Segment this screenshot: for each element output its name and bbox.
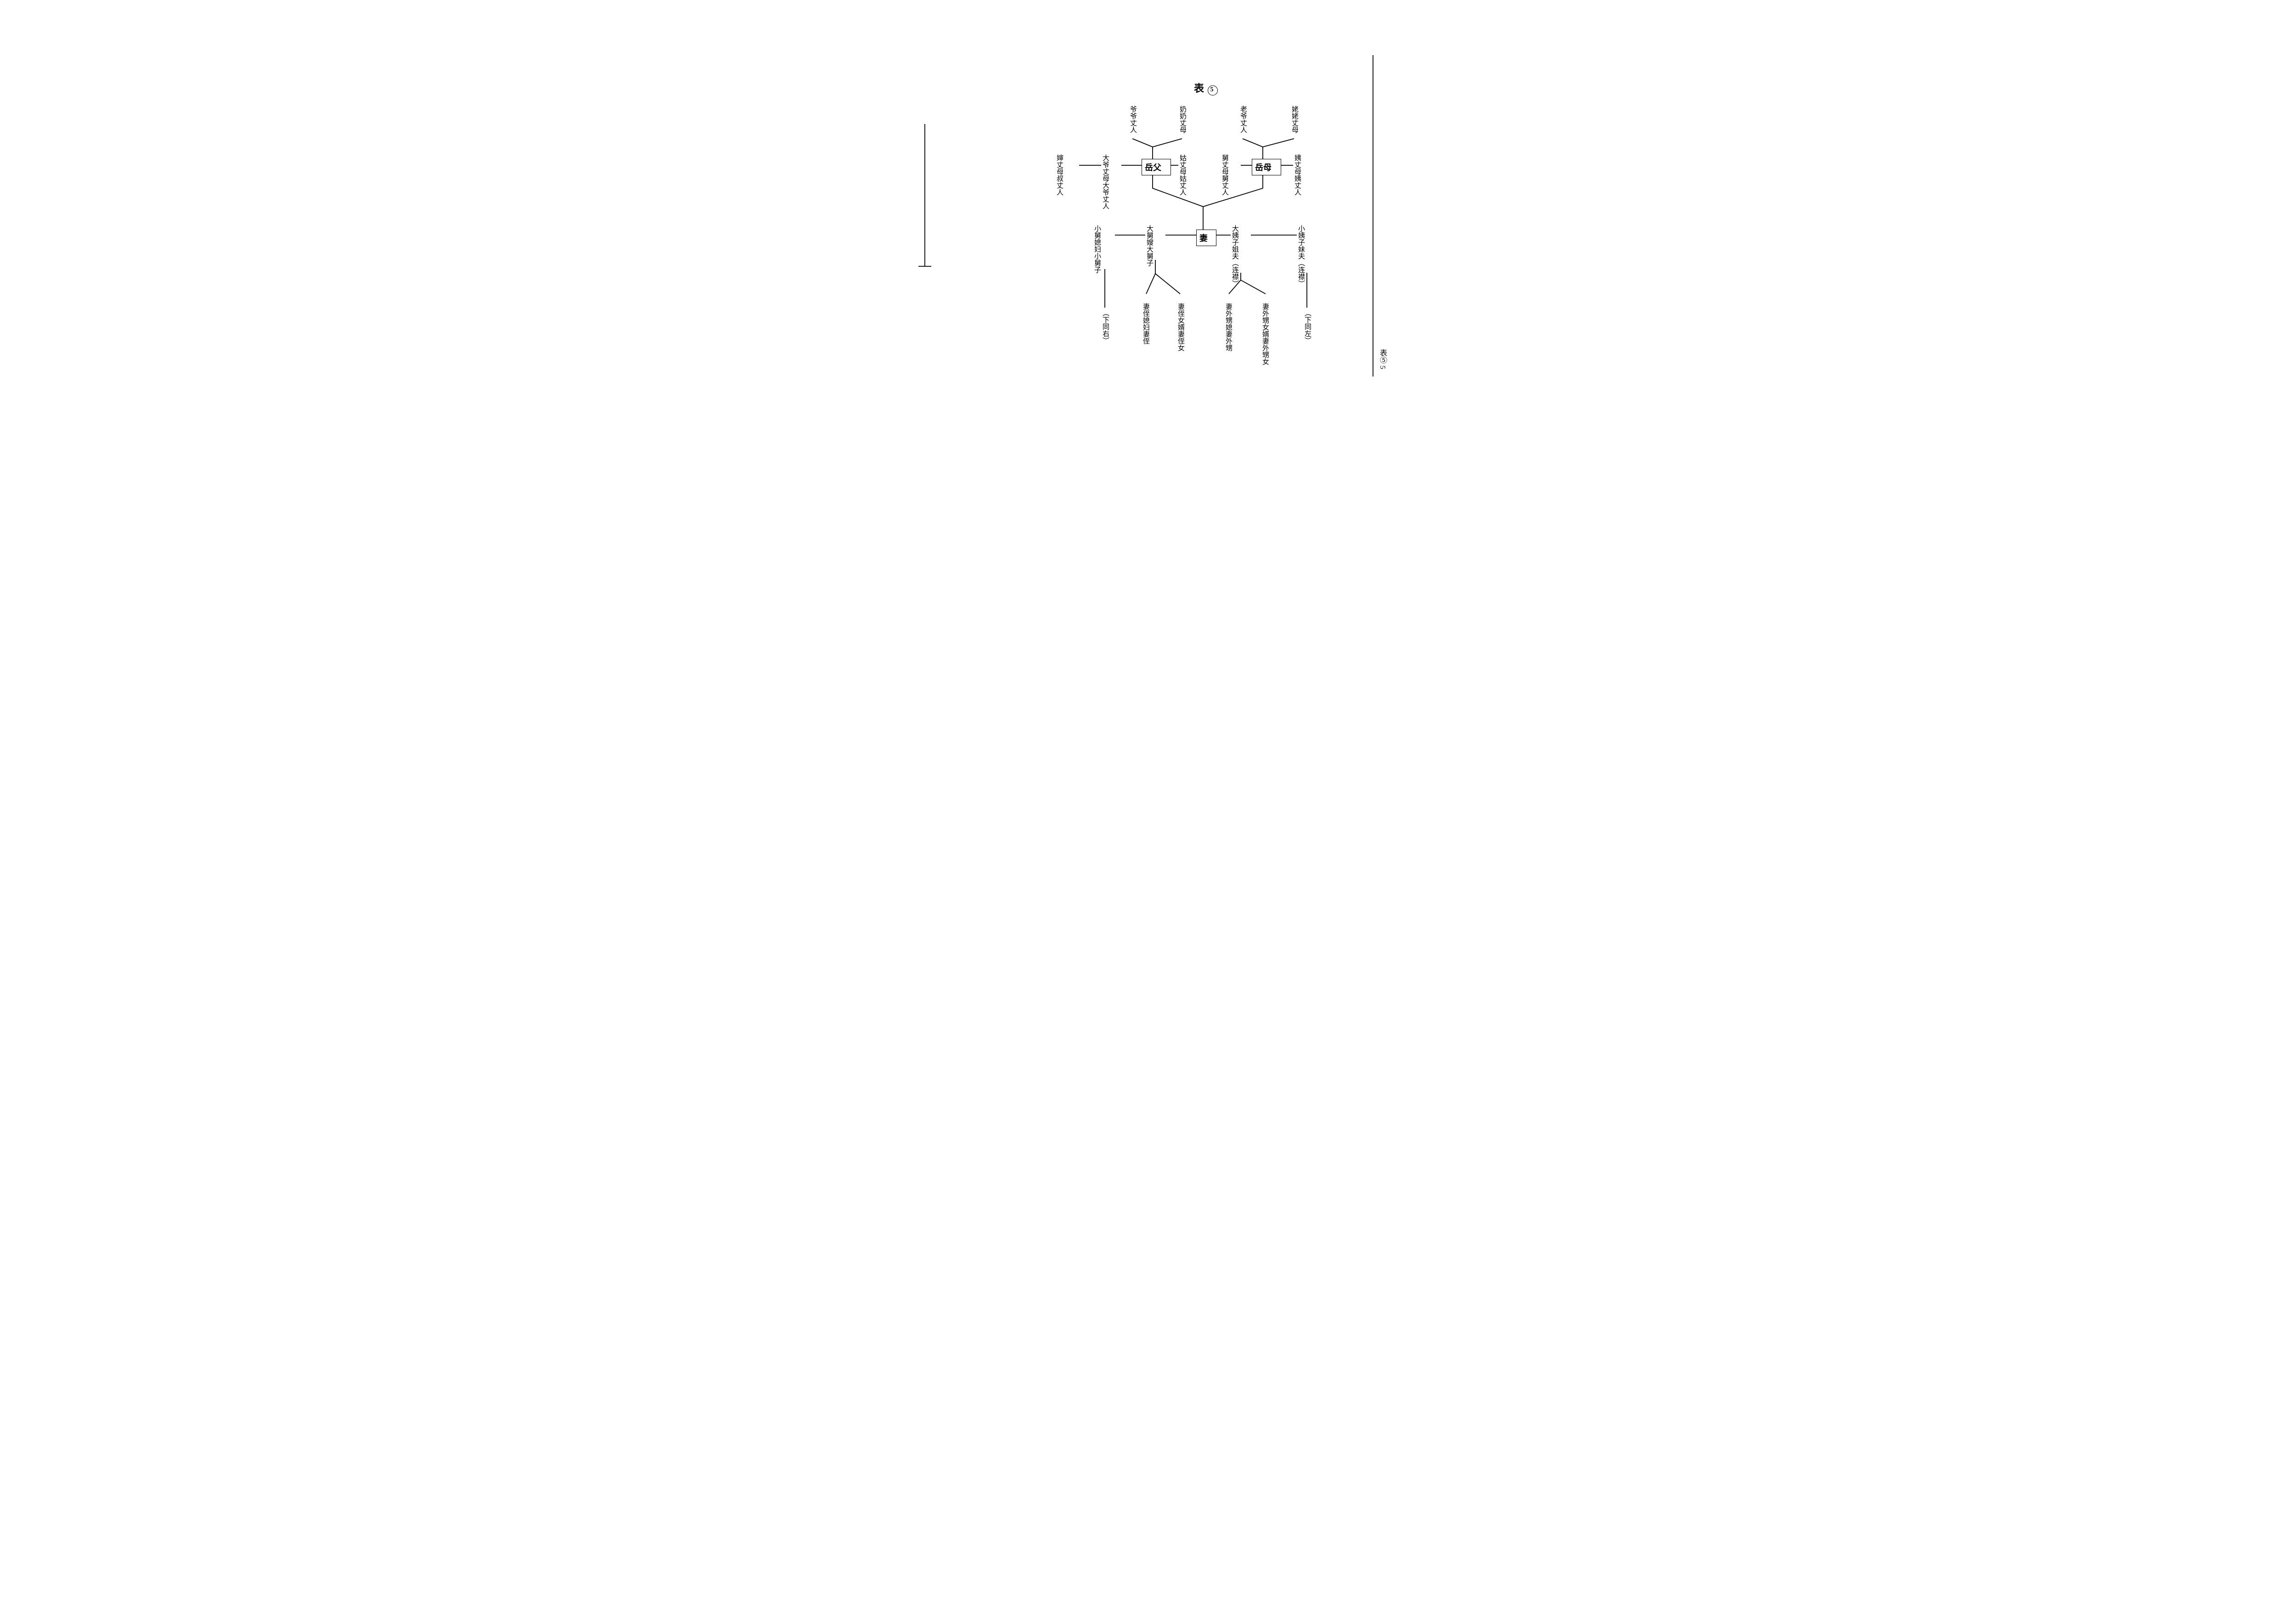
label-qizhi_left: 妻侄媳妇妻侄 <box>1142 303 1150 344</box>
label-shuzhangren: 婶丈母叔丈人 <box>1055 154 1064 196</box>
node-wife: 妻 <box>1196 230 1216 246</box>
label-xiatongleft: （下同左） <box>1303 309 1311 344</box>
diagram-title: 表5 <box>1194 80 1218 96</box>
label-qizhi_right: 妻侄女婿妻侄女 <box>1176 303 1185 351</box>
label-nainai: 奶奶丈母 <box>1178 106 1187 133</box>
label-yizhangren: 姨丈母姨丈人 <box>1293 154 1301 196</box>
label-dayezhangren: 大爷丈母大爷丈人 <box>1101 154 1109 209</box>
page-side-label: 表⑤ 5 <box>1377 349 1388 369</box>
node-mother-in-law: 岳母 <box>1252 159 1281 175</box>
label-laolao: 姥姥丈母 <box>1290 106 1299 133</box>
label-xiaojiuzi: 小舅媳妇小舅子 <box>1093 225 1101 273</box>
title-circled-number: 5 <box>1208 85 1218 96</box>
label-meifu: 小姨子妹夫（连襟） <box>1297 225 1305 287</box>
label-jiefu: 大姨子姐夫（连襟） <box>1231 225 1239 287</box>
title-text: 表 <box>1194 83 1206 94</box>
label-waisheng_right: 妻外甥女婿妻外甥女 <box>1261 303 1269 365</box>
label-waisheng_left: 妻外甥媳妻外甥 <box>1224 303 1232 351</box>
label-guzhangren: 姑丈母姑丈人 <box>1178 154 1187 196</box>
label-yeye: 爷爷丈人 <box>1129 106 1137 133</box>
label-dajiuzi: 大舅嫂大舅子 <box>1145 225 1154 266</box>
label-laoye: 老爷丈人 <box>1239 106 1247 133</box>
node-father-in-law: 岳父 <box>1142 159 1171 175</box>
label-jiuzhangren: 舅丈母舅丈人 <box>1221 154 1229 196</box>
label-xiatongright: （下同右） <box>1101 309 1109 344</box>
diagram-canvas: 表5 岳父 岳母 妻 爷爷丈人 奶奶丈母 老爷丈人 姥姥丈母婶丈母叔丈人 大爷丈母大爷丈… <box>850 0 1446 401</box>
